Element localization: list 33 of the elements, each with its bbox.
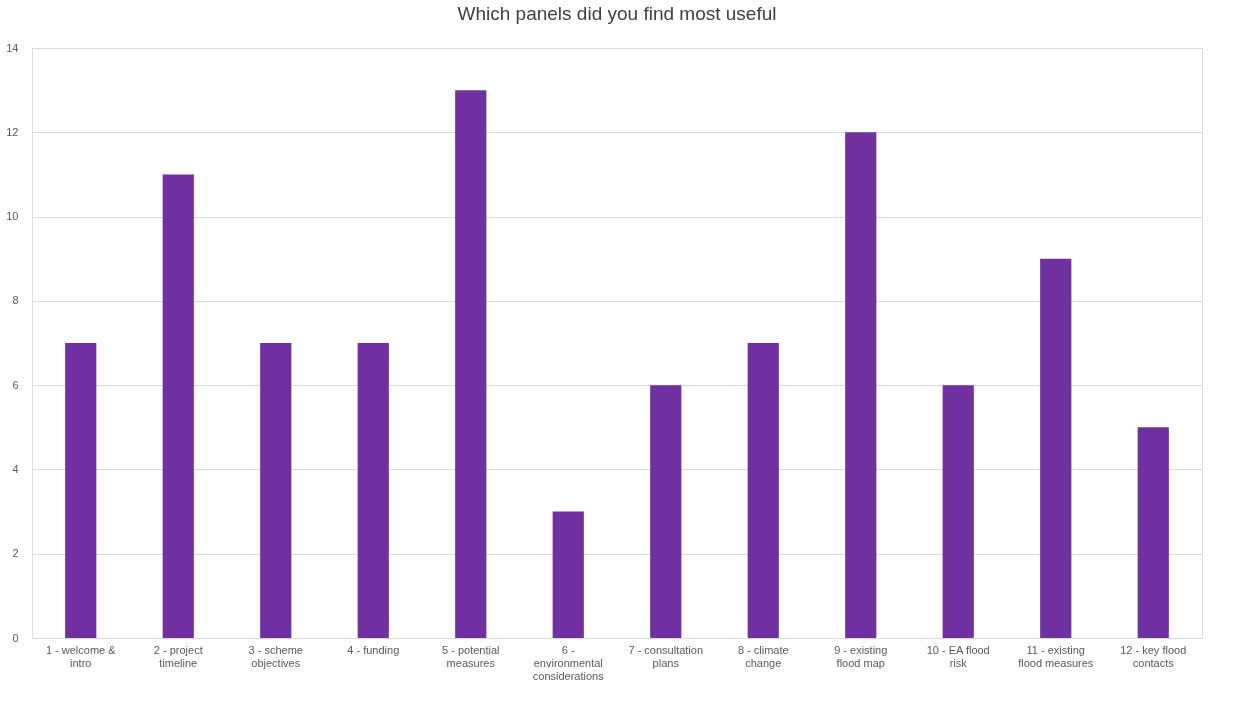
- y-tick-label: 8: [12, 294, 19, 307]
- x-tick-label: 5 - potential measures: [442, 643, 500, 669]
- bar: [357, 343, 389, 638]
- bar: [162, 174, 194, 638]
- chart-title: Which panels did you find most useful: [457, 3, 777, 24]
- x-tick-label: 10 - EA flood risk: [926, 643, 990, 669]
- bar: [260, 343, 292, 638]
- bar: [552, 511, 584, 638]
- bar: [1137, 427, 1169, 638]
- y-tick-label: 0: [12, 631, 19, 644]
- x-tick-label: 4 - funding: [347, 643, 400, 656]
- x-tick-label: 8 - climate change: [737, 643, 789, 669]
- x-tick-label: 3 - scheme objectives: [248, 643, 303, 669]
- bar: [747, 343, 779, 638]
- x-tick-label: 11 - existing flood measures: [1018, 643, 1094, 669]
- y-tick-label: 12: [6, 125, 19, 138]
- y-tick-label: 6: [12, 378, 19, 391]
- y-tick-label: 4: [12, 462, 19, 475]
- y-tick-label: 2: [12, 547, 19, 560]
- x-tick-label: 7 - consultation plans: [628, 643, 704, 669]
- bar: [845, 132, 877, 638]
- x-tick-label: 1 - welcome & intro: [45, 643, 117, 669]
- bar: [1040, 258, 1072, 638]
- bar: [455, 90, 487, 638]
- y-tick-label: 10: [6, 210, 19, 223]
- bar: [650, 385, 682, 638]
- x-tick-label: 12 - key flood contacts: [1120, 643, 1187, 669]
- x-tick-label: 2 - project timeline: [153, 643, 203, 669]
- bar: [65, 343, 97, 638]
- y-tick-label: 14: [6, 41, 19, 54]
- bar: [942, 385, 974, 638]
- x-tick-label: 6 - environmental considerations: [532, 643, 605, 682]
- x-tick-label: 9 - existing flood map: [834, 643, 888, 669]
